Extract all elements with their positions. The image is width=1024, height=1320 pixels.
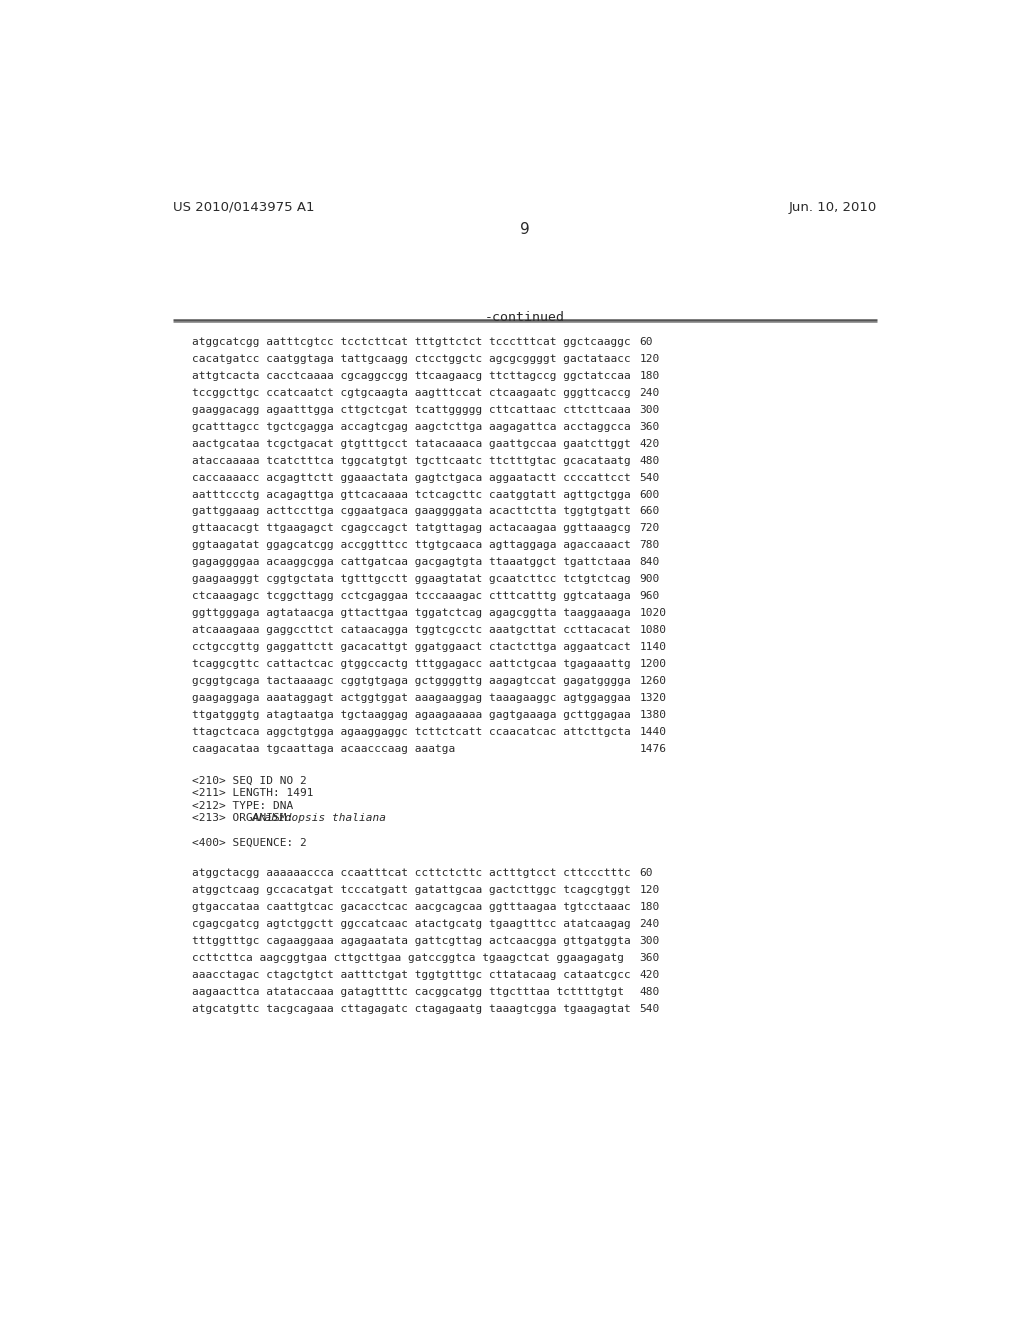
Text: aaacctagac ctagctgtct aatttctgat tggtgtttgc cttatacaag cataatcgcc: aaacctagac ctagctgtct aatttctgat tggtgtt… <box>191 970 631 979</box>
Text: gtgaccataa caattgtcac gacacctcac aacgcagcaa ggtttaagaa tgtcctaaac: gtgaccataa caattgtcac gacacctcac aacgcag… <box>191 903 631 912</box>
Text: ggttgggaga agtataacga gttacttgaa tggatctcag agagcggtta taaggaaaga: ggttgggaga agtataacga gttacttgaa tggatct… <box>191 609 631 618</box>
Text: Jun. 10, 2010: Jun. 10, 2010 <box>788 201 877 214</box>
Text: 180: 180 <box>640 371 659 381</box>
Text: ggtaagatat ggagcatcgg accggtttcc ttgtgcaaca agttaggaga agaccaaact: ggtaagatat ggagcatcgg accggtttcc ttgtgca… <box>191 540 631 550</box>
Text: 1020: 1020 <box>640 609 667 618</box>
Text: 1200: 1200 <box>640 659 667 669</box>
Text: US 2010/0143975 A1: US 2010/0143975 A1 <box>173 201 314 214</box>
Text: 720: 720 <box>640 524 659 533</box>
Text: ccttcttca aagcggtgaa cttgcttgaa gatccggtca tgaagctcat ggaagagatg: ccttcttca aagcggtgaa cttgcttgaa gatccggt… <box>191 953 624 964</box>
Text: 540: 540 <box>640 1003 659 1014</box>
Text: 600: 600 <box>640 490 659 499</box>
Text: ataccaaaaa tcatctttca tggcatgtgt tgcttcaatc ttctttgtac gcacataatg: ataccaaaaa tcatctttca tggcatgtgt tgcttca… <box>191 455 631 466</box>
Text: <400> SEQUENCE: 2: <400> SEQUENCE: 2 <box>191 837 306 847</box>
Text: atggctacgg aaaaaaccca ccaatttcat ccttctcttc actttgtcct cttccctttc: atggctacgg aaaaaaccca ccaatttcat ccttctc… <box>191 869 631 878</box>
Text: 900: 900 <box>640 574 659 585</box>
Text: 420: 420 <box>640 970 659 979</box>
Text: ctcaaagagc tcggcttagg cctcgaggaa tcccaaagac ctttcatttg ggtcataaga: ctcaaagagc tcggcttagg cctcgaggaa tcccaaa… <box>191 591 631 601</box>
Text: tttggtttgc cagaaggaaa agagaatata gattcgttag actcaacgga gttgatggta: tttggtttgc cagaaggaaa agagaatata gattcgt… <box>191 936 631 946</box>
Text: 480: 480 <box>640 987 659 997</box>
Text: 180: 180 <box>640 903 659 912</box>
Text: 540: 540 <box>640 473 659 483</box>
Text: 1260: 1260 <box>640 676 667 686</box>
Text: atgcatgttc tacgcagaaa cttagagatc ctagagaatg taaagtcgga tgaagagtat: atgcatgttc tacgcagaaa cttagagatc ctagaga… <box>191 1003 631 1014</box>
Text: 780: 780 <box>640 540 659 550</box>
Text: gcggtgcaga tactaaaagc cggtgtgaga gctggggttg aagagtccat gagatgggga: gcggtgcaga tactaaaagc cggtgtgaga gctgggg… <box>191 676 631 686</box>
Text: 960: 960 <box>640 591 659 601</box>
Text: 840: 840 <box>640 557 659 568</box>
Text: 1380: 1380 <box>640 710 667 719</box>
Text: 360: 360 <box>640 953 659 964</box>
Text: atggctcaag gccacatgat tcccatgatt gatattgcaa gactcttggc tcagcgtggt: atggctcaag gccacatgat tcccatgatt gatattg… <box>191 886 631 895</box>
Text: gattggaaag acttccttga cggaatgaca gaaggggata acacttctta tggtgtgatt: gattggaaag acttccttga cggaatgaca gaagggg… <box>191 507 631 516</box>
Text: 120: 120 <box>640 886 659 895</box>
Text: 120: 120 <box>640 354 659 364</box>
Text: <213> ORGANISM:: <213> ORGANISM: <box>191 813 300 822</box>
Text: 360: 360 <box>640 422 659 432</box>
Text: 1440: 1440 <box>640 726 667 737</box>
Text: ttagctcaca aggctgtgga agaaggaggc tcttctcatt ccaacatcac attcttgcta: ttagctcaca aggctgtgga agaaggaggc tcttctc… <box>191 726 631 737</box>
Text: 300: 300 <box>640 405 659 414</box>
Text: caagacataa tgcaattaga acaacccaag aaatga: caagacataa tgcaattaga acaacccaag aaatga <box>191 743 455 754</box>
Text: 1140: 1140 <box>640 642 667 652</box>
Text: gaaggacagg agaatttgga cttgctcgat tcattggggg cttcattaac cttcttcaaa: gaaggacagg agaatttgga cttgctcgat tcattgg… <box>191 405 631 414</box>
Text: atcaaagaaa gaggccttct cataacagga tggtcgcctc aaatgcttat ccttacacat: atcaaagaaa gaggccttct cataacagga tggtcgc… <box>191 626 631 635</box>
Text: tcaggcgttc cattactcac gtggccactg tttggagacc aattctgcaa tgagaaattg: tcaggcgttc cattactcac gtggccactg tttggag… <box>191 659 631 669</box>
Text: Arabidopsis thaliana: Arabidopsis thaliana <box>251 813 386 822</box>
Text: cgagcgatcg agtctggctt ggccatcaac atactgcatg tgaagtttcc atatcaagag: cgagcgatcg agtctggctt ggccatcaac atactgc… <box>191 919 631 929</box>
Text: gaagaggaga aaataggagt actggtggat aaagaaggag taaagaaggc agtggaggaa: gaagaggaga aaataggagt actggtggat aaagaag… <box>191 693 631 702</box>
Text: aagaacttca atataccaaa gatagttttc cacggcatgg ttgctttaa tcttttgtgt: aagaacttca atataccaaa gatagttttc cacggca… <box>191 987 624 997</box>
Text: 240: 240 <box>640 388 659 397</box>
Text: 420: 420 <box>640 438 659 449</box>
Text: 60: 60 <box>640 869 653 878</box>
Text: 1080: 1080 <box>640 626 667 635</box>
Text: 480: 480 <box>640 455 659 466</box>
Text: ttgatgggtg atagtaatga tgctaaggag agaagaaaaa gagtgaaaga gcttggagaa: ttgatgggtg atagtaatga tgctaaggag agaagaa… <box>191 710 631 719</box>
Text: cctgccgttg gaggattctt gacacattgt ggatggaact ctactcttga aggaatcact: cctgccgttg gaggattctt gacacattgt ggatgga… <box>191 642 631 652</box>
Text: attgtcacta cacctcaaaa cgcaggccgg ttcaagaacg ttcttagccg ggctatccaa: attgtcacta cacctcaaaa cgcaggccgg ttcaaga… <box>191 371 631 381</box>
Text: -continued: -continued <box>484 312 565 323</box>
Text: aactgcataa tcgctgacat gtgtttgcct tatacaaaca gaattgccaa gaatcttggt: aactgcataa tcgctgacat gtgtttgcct tatacaa… <box>191 438 631 449</box>
Text: 9: 9 <box>520 222 529 236</box>
Text: tccggcttgc ccatcaatct cgtgcaagta aagtttccat ctcaagaatc gggttcaccg: tccggcttgc ccatcaatct cgtgcaagta aagtttc… <box>191 388 631 397</box>
Text: 60: 60 <box>640 337 653 347</box>
Text: 660: 660 <box>640 507 659 516</box>
Text: atggcatcgg aatttcgtcc tcctcttcat tttgttctct tccctttcat ggctcaaggc: atggcatcgg aatttcgtcc tcctcttcat tttgttc… <box>191 337 631 347</box>
Text: caccaaaacc acgagttctt ggaaactata gagtctgaca aggaatactt ccccattcct: caccaaaacc acgagttctt ggaaactata gagtctg… <box>191 473 631 483</box>
Text: 1320: 1320 <box>640 693 667 702</box>
Text: gttaacacgt ttgaagagct cgagccagct tatgttagag actacaagaa ggttaaagcg: gttaacacgt ttgaagagct cgagccagct tatgtta… <box>191 524 631 533</box>
Text: <210> SEQ ID NO 2: <210> SEQ ID NO 2 <box>191 776 306 785</box>
Text: cacatgatcc caatggtaga tattgcaagg ctcctggctc agcgcggggt gactataacc: cacatgatcc caatggtaga tattgcaagg ctcctgg… <box>191 354 631 364</box>
Text: gagaggggaa acaaggcgga cattgatcaa gacgagtgta ttaaatggct tgattctaaa: gagaggggaa acaaggcgga cattgatcaa gacgagt… <box>191 557 631 568</box>
Text: <212> TYPE: DNA: <212> TYPE: DNA <box>191 800 293 810</box>
Text: gcatttagcc tgctcgagga accagtcgag aagctcttga aagagattca acctaggcca: gcatttagcc tgctcgagga accagtcgag aagctct… <box>191 422 631 432</box>
Text: 1476: 1476 <box>640 743 667 754</box>
Text: gaagaagggt cggtgctata tgtttgcctt ggaagtatat gcaatcttcc tctgtctcag: gaagaagggt cggtgctata tgtttgcctt ggaagta… <box>191 574 631 585</box>
Text: 240: 240 <box>640 919 659 929</box>
Text: aatttccctg acagagttga gttcacaaaa tctcagcttc caatggtatt agttgctgga: aatttccctg acagagttga gttcacaaaa tctcagc… <box>191 490 631 499</box>
Text: 300: 300 <box>640 936 659 946</box>
Text: <211> LENGTH: 1491: <211> LENGTH: 1491 <box>191 788 313 799</box>
